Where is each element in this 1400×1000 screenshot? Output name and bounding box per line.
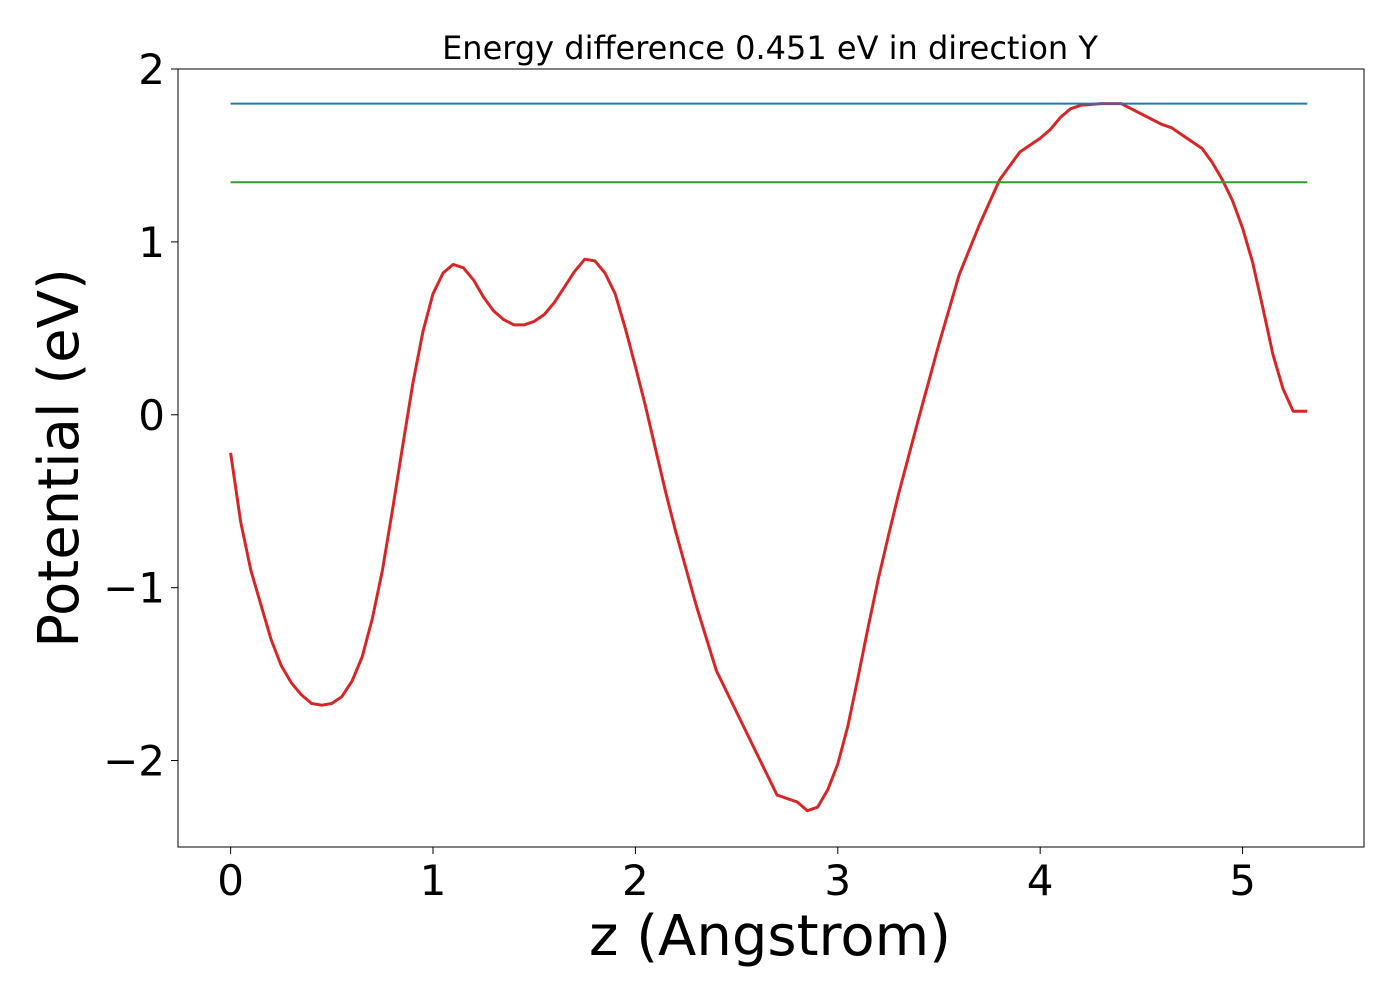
chart-title: Energy difference 0.451 eV in direction … [442,29,1098,67]
x-tick-label: 0 [217,856,244,905]
plot-area-frame [177,68,1365,848]
ticks-layer: 0 1 2 3 4 5 −2 −1 0 1 2 [103,45,1256,905]
series-layer [229,102,1308,813]
potential-curve [229,102,1308,813]
x-tick-label: 2 [622,856,649,905]
y-tick-label: −1 [103,564,165,613]
y-tick-label: −2 [103,737,165,786]
y-tick-label: 1 [138,218,165,267]
y-tick-label: 0 [138,391,165,440]
x-tick-label: 3 [824,856,851,905]
x-tick-label: 4 [1027,856,1054,905]
x-tick-label: 1 [420,856,447,905]
y-tick-label: 2 [138,45,165,94]
y-axis-label: Potential (eV) [27,268,92,648]
x-tick-label: 5 [1229,856,1256,905]
x-axis-label: z (Angstrom) [589,904,951,969]
